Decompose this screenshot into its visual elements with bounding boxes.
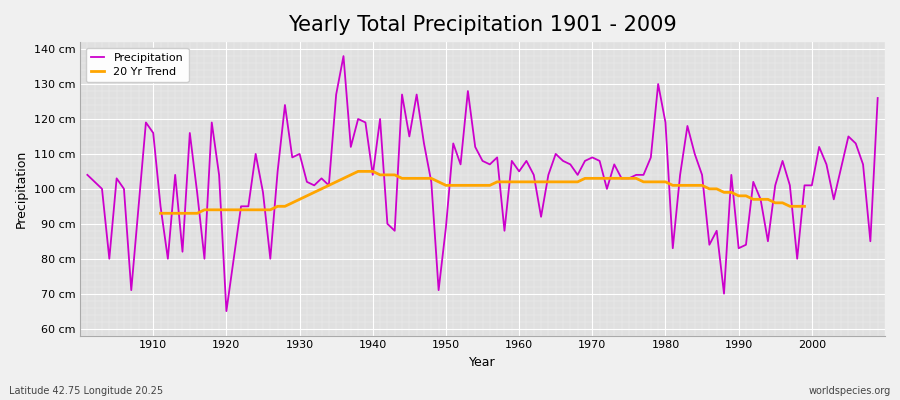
20 Yr Trend xyxy=(287,200,298,205)
20 Yr Trend xyxy=(799,204,810,209)
Text: Latitude 42.75 Longitude 20.25: Latitude 42.75 Longitude 20.25 xyxy=(9,386,163,396)
Line: 20 Yr Trend: 20 Yr Trend xyxy=(160,171,805,213)
Y-axis label: Precipitation: Precipitation xyxy=(15,150,28,228)
Precipitation xyxy=(521,158,532,163)
Precipitation xyxy=(309,183,320,188)
20 Yr Trend xyxy=(491,180,502,184)
Precipitation xyxy=(338,54,349,58)
20 Yr Trend xyxy=(734,194,744,198)
20 Yr Trend xyxy=(236,208,247,212)
Text: worldspecies.org: worldspecies.org xyxy=(809,386,891,396)
Title: Yearly Total Precipitation 1901 - 2009: Yearly Total Precipitation 1901 - 2009 xyxy=(288,15,677,35)
20 Yr Trend xyxy=(353,169,364,174)
Precipitation xyxy=(82,172,93,177)
Precipitation xyxy=(140,120,151,125)
Precipitation xyxy=(616,176,627,181)
X-axis label: Year: Year xyxy=(469,356,496,369)
Precipitation xyxy=(221,309,232,314)
Precipitation xyxy=(528,172,539,177)
Line: Precipitation: Precipitation xyxy=(87,56,878,311)
Legend: Precipitation, 20 Yr Trend: Precipitation, 20 Yr Trend xyxy=(86,48,189,82)
Precipitation xyxy=(360,120,371,125)
Precipitation xyxy=(872,96,883,100)
20 Yr Trend xyxy=(221,208,232,212)
20 Yr Trend xyxy=(411,176,422,181)
20 Yr Trend xyxy=(155,211,166,216)
